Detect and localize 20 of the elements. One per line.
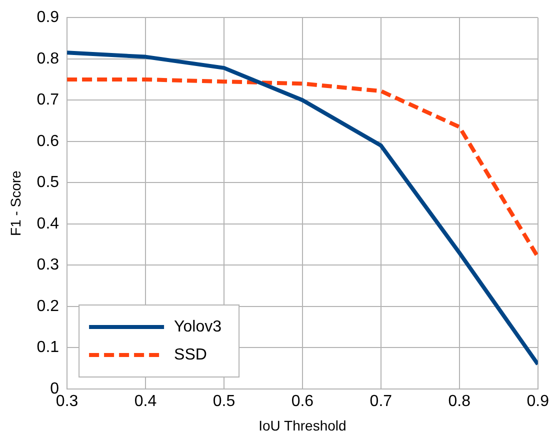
- y-tick-label: 0.7: [36, 92, 60, 109]
- y-axis-title: F1 - Score: [7, 170, 24, 236]
- y-tick-label: 0.9: [36, 9, 60, 26]
- x-tick-label: 0.3: [56, 393, 78, 410]
- x-tick-label: 0.4: [134, 393, 157, 410]
- x-tick-label: 0.8: [448, 393, 471, 410]
- legend-label: Yolov3: [174, 318, 222, 336]
- legend-label: SSD: [174, 346, 207, 364]
- y-tick-label: 0.8: [36, 50, 60, 68]
- x-tick-label: 0.7: [370, 393, 392, 410]
- y-tick-label: 0.6: [36, 132, 60, 150]
- y-tick-label: 0.5: [36, 174, 60, 192]
- x-tick-label: 0.6: [291, 393, 314, 410]
- y-tick-label: 0.2: [36, 298, 60, 315]
- x-axis-title: IoU Threshold: [258, 417, 346, 434]
- x-tick-label: 0.5: [212, 393, 236, 410]
- y-tick-label: 0.3: [36, 256, 60, 274]
- y-tick-label: 0.4: [36, 215, 60, 232]
- x-tick-label: 0.9: [526, 393, 550, 410]
- y-tick-label: 0.1: [36, 339, 60, 356]
